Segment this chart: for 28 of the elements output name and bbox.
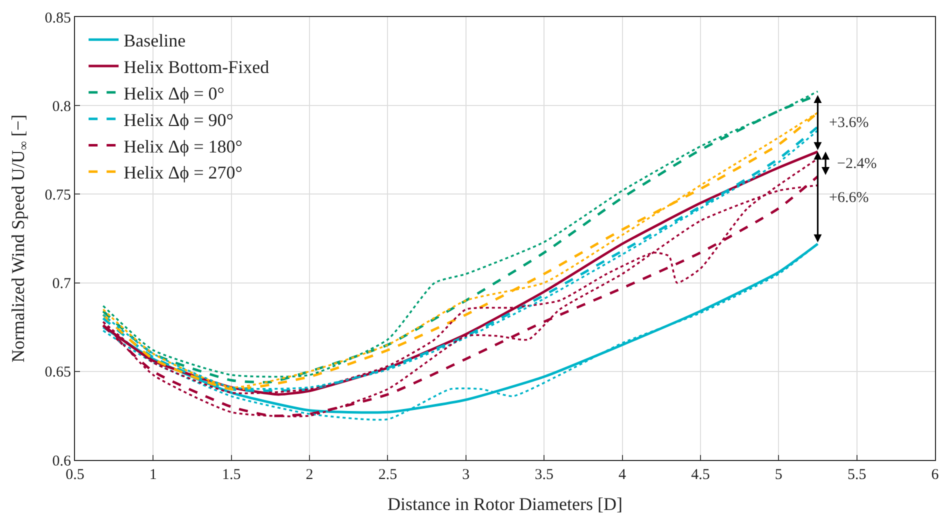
y-tick-label: 0.8 (52, 98, 71, 115)
x-tick-label: 4 (618, 467, 627, 483)
annotation: −2.4% (837, 156, 877, 172)
y-tick-label: 0.7 (52, 276, 72, 292)
y-tick-label: 0.85 (44, 10, 71, 26)
x-tick-label: 3 (462, 467, 470, 483)
y-tick-label: 0.75 (44, 187, 71, 204)
legend-label: Helix Bottom-Fixed (124, 57, 270, 78)
y-tick-label: 0.6 (52, 453, 72, 470)
x-tick-label: 5.5 (847, 467, 866, 483)
annotation: +3.6% (829, 115, 869, 131)
annotation: +6.6% (829, 190, 869, 206)
legend-label: Helix Δϕ = 90° (124, 110, 234, 130)
legend-label: Baseline (124, 30, 186, 51)
x-tick-label: 1.5 (222, 467, 241, 483)
x-tick-label: 3.5 (534, 467, 554, 483)
x-tick-label: 1 (149, 467, 157, 483)
legend-label: Helix Δϕ = 180° (124, 136, 242, 156)
legend-label: Helix Δϕ = 270° (124, 162, 242, 183)
x-tick-label: 0.5 (66, 467, 84, 483)
x-tick-label: 4.5 (691, 467, 710, 483)
x-tick-label: 5 (774, 467, 782, 483)
x-tick-label: 2.5 (378, 467, 398, 483)
x-tick-label: 6 (931, 467, 940, 483)
y-tick-label: 0.65 (44, 364, 71, 381)
legend-label: Helix Δϕ = 0° (124, 83, 224, 104)
x-axis-title: Distance in Rotor Diameters [D] (388, 494, 622, 514)
x-tick-label: 2 (306, 467, 314, 483)
